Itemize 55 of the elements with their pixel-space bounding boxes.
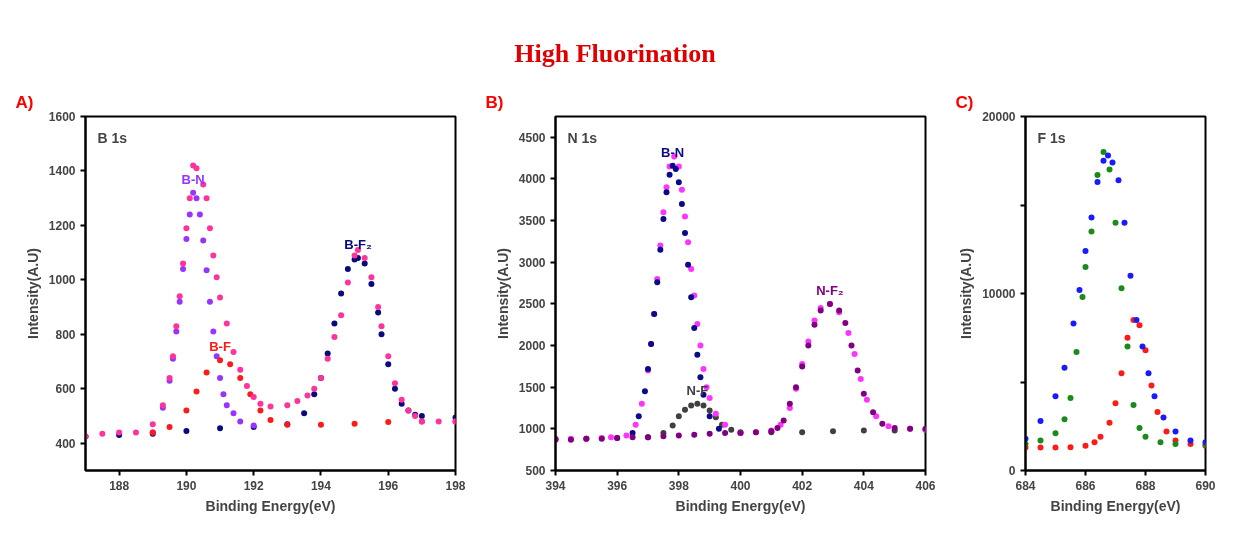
x-tick-label: 684 <box>1015 478 1036 493</box>
y-tick-label: 4500 <box>518 130 546 145</box>
y-tick-label: 2000 <box>518 339 546 354</box>
annotation: F 1s <box>1037 129 1066 146</box>
text: A) <box>15 92 34 112</box>
x-tick-label: 194 <box>310 478 332 493</box>
x-tick-label: 402 <box>792 478 813 493</box>
x-tick-label: 394 <box>545 478 566 493</box>
y-tick-label: 3000 <box>518 255 546 270</box>
y-tick-label: 0 <box>1008 464 1016 478</box>
series-label: B-F₂ <box>344 237 372 253</box>
y-tick-label: 1000 <box>518 422 546 437</box>
y-tick-label: 600 <box>55 382 76 397</box>
y-tick-label: 1200 <box>48 218 76 233</box>
y-tick-label: 2500 <box>518 297 546 312</box>
series-label: B-N <box>181 171 205 187</box>
x-tick-label: 406 <box>915 478 936 493</box>
y-tick-label: 500 <box>525 464 546 478</box>
y-tick-label: 4000 <box>518 172 546 187</box>
series-label: B-N <box>661 144 685 160</box>
x-tick-label: 198 <box>445 478 466 493</box>
x-tick-label: 190 <box>176 478 197 493</box>
y-tick-label: 1400 <box>48 164 76 179</box>
x-tick-label: 188 <box>109 478 130 493</box>
chart-title: High Fluorination <box>514 38 716 70</box>
y-axis-title: Intensity(A.U) <box>958 248 975 339</box>
x-tick-label: 398 <box>668 478 690 493</box>
y-tick-label: 800 <box>55 327 76 342</box>
x-axis-title: Binding Energy(eV) <box>205 497 336 514</box>
y-tick-label: 1600 <box>48 110 76 124</box>
x-tick-label: 686 <box>1075 478 1096 493</box>
x-tick-label: 690 <box>1195 478 1216 493</box>
series-label: N-F <box>686 382 709 398</box>
series-label: B-F <box>209 339 231 355</box>
x-tick-label: 400 <box>730 478 751 493</box>
x-axis-title: Binding Energy(eV) <box>675 497 806 514</box>
x-tick-label: 192 <box>243 478 265 493</box>
y-tick-label: 1500 <box>518 380 546 395</box>
y-tick-label: 1000 <box>48 273 76 288</box>
x-tick-label: 404 <box>853 478 875 493</box>
y-axis-title: Intensity(A.U) <box>24 248 41 339</box>
text: C) <box>955 92 974 112</box>
annotation: N 1s <box>567 129 598 146</box>
y-tick-label: 400 <box>55 436 76 451</box>
x-tick-label: 196 <box>378 478 399 493</box>
series-label: N-F₂ <box>816 282 844 298</box>
x-tick-label: 396 <box>607 478 628 493</box>
text: B) <box>485 92 504 112</box>
y-tick-label: 3500 <box>518 214 546 229</box>
x-axis-title: Binding Energy(eV) <box>1050 497 1181 514</box>
x-tick-label: 688 <box>1135 478 1156 493</box>
y-tick-label: 10000 <box>982 287 1016 301</box>
y-axis-title: Intensity(A.U) <box>494 248 511 339</box>
y-tick-label: 20000 <box>982 110 1016 124</box>
annotation: B 1s <box>97 129 128 146</box>
